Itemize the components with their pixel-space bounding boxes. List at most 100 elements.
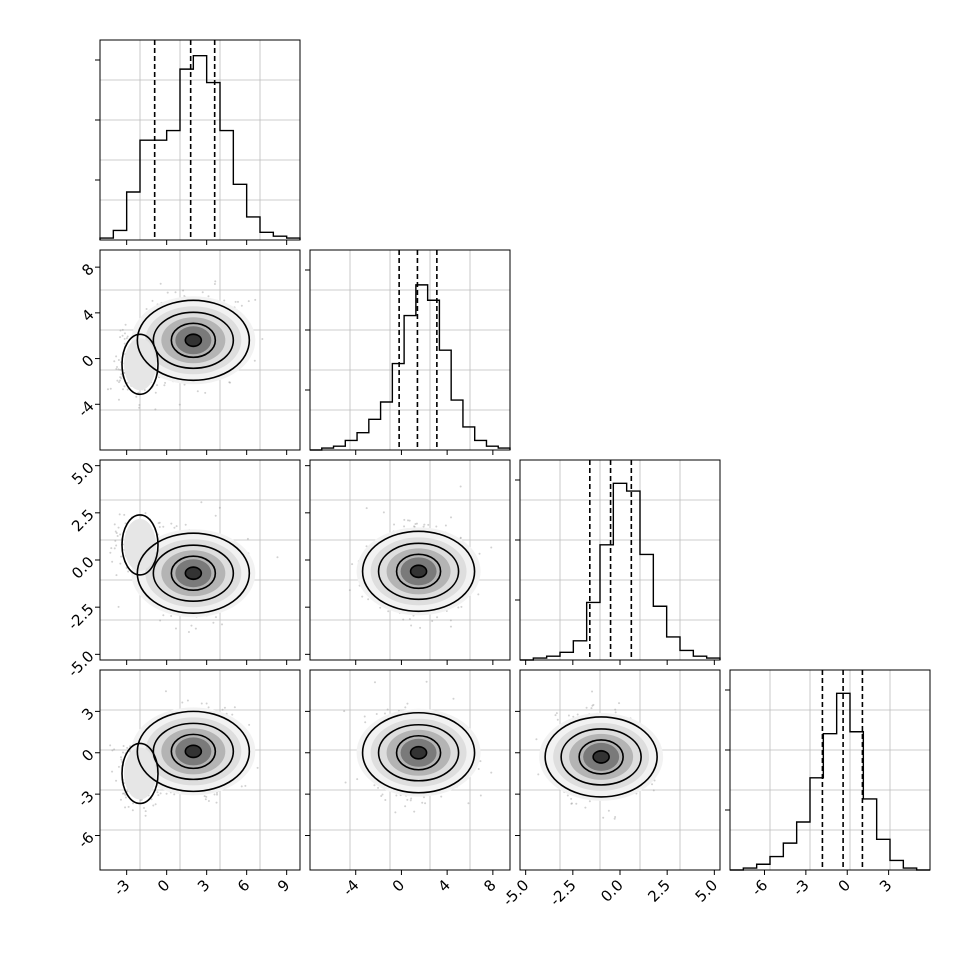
scatter-point — [614, 815, 617, 818]
scatter-point — [123, 337, 126, 340]
scatter-point — [143, 806, 146, 809]
scatter-point — [175, 525, 178, 528]
contour-line — [592, 750, 610, 764]
scatter-point — [240, 785, 243, 788]
scatter-point — [373, 681, 376, 684]
scatter-point — [159, 792, 162, 795]
scatter-point — [115, 367, 118, 370]
scatter-point — [111, 770, 114, 773]
scatter-point — [213, 793, 216, 796]
scatter-point — [585, 706, 588, 709]
scatter-point — [588, 800, 591, 803]
scatter-point — [591, 690, 594, 693]
scatter-point — [126, 388, 129, 391]
density-level — [410, 564, 427, 579]
scatter-point — [119, 533, 122, 536]
scatter-point — [576, 713, 579, 716]
scatter-point — [115, 355, 118, 358]
scatter-point — [196, 390, 199, 393]
y-tick-label: 0 — [78, 746, 97, 765]
scatter-point — [214, 280, 217, 283]
scatter-point — [109, 387, 112, 390]
scatter-point — [364, 721, 367, 724]
scatter-point — [154, 391, 157, 394]
scatter-point — [106, 388, 109, 391]
scatter-point — [387, 610, 390, 613]
scatter-point — [567, 714, 570, 717]
scatter-point — [344, 781, 347, 784]
scatter-point — [123, 332, 126, 335]
scatter-point — [144, 814, 147, 817]
scatter-point — [139, 799, 142, 802]
scatter-point — [118, 381, 121, 384]
scatter-point — [228, 381, 231, 384]
param-3-vs-param-4: -5.0 -2.5 0.0 2.5 5.0 — [499, 669, 722, 910]
scatter-point — [403, 518, 406, 521]
density-level — [124, 338, 156, 391]
scatter-point — [115, 574, 118, 577]
x-tick-label: 0 — [154, 876, 173, 895]
x-tick-label: -6 — [748, 876, 771, 899]
histogram-step — [310, 284, 511, 451]
scatter-point — [457, 606, 460, 609]
scatter-point — [614, 711, 617, 714]
contour-line — [170, 322, 217, 359]
scatter-point — [570, 802, 573, 805]
scatter-point — [449, 619, 452, 622]
x-tick-label: -4 — [339, 876, 362, 899]
scatter-point — [122, 751, 125, 754]
param-1-vs-param-2: -4 0 4 8 — [74, 249, 301, 455]
scatter-point — [379, 606, 382, 609]
x-tick-label: 5.0 — [692, 876, 722, 906]
scatter-point — [173, 526, 176, 529]
scatter-point — [173, 793, 176, 796]
scatter-point — [572, 715, 575, 718]
scatter-point — [126, 335, 129, 338]
contour-line — [184, 333, 203, 348]
scatter-point — [229, 381, 232, 384]
scatter-point — [477, 593, 480, 596]
x-tick-label: 0 — [835, 876, 854, 895]
param-4-hist: -6 -3 0 3 — [725, 669, 931, 899]
scatter-point — [651, 783, 654, 786]
scatter-point — [393, 523, 396, 526]
axes-frame — [309, 669, 511, 871]
param-2-hist — [305, 249, 511, 455]
scatter-point — [236, 300, 239, 303]
scatter-point — [119, 336, 122, 339]
scatter-point — [170, 522, 173, 525]
scatter-point — [203, 795, 206, 798]
scatter-point — [120, 758, 123, 761]
contour-line — [121, 514, 159, 576]
scatter-point — [117, 605, 120, 608]
scatter-point — [215, 791, 218, 794]
scatter-point — [151, 299, 154, 302]
scatter-point — [114, 539, 117, 542]
scatter-point — [584, 806, 587, 809]
scatter-point — [200, 702, 203, 705]
scatter-point — [205, 702, 208, 705]
scatter-point — [119, 368, 122, 371]
scatter-point — [351, 563, 354, 566]
scatter-point — [221, 708, 224, 711]
density-level — [124, 747, 156, 800]
scatter-point — [205, 795, 208, 798]
y-tick-label: -4 — [74, 397, 97, 420]
contour-line — [136, 299, 251, 382]
contour-line — [361, 711, 476, 794]
scatter-point — [132, 802, 135, 805]
scatter-point — [145, 308, 148, 311]
scatter-point — [121, 388, 124, 391]
scatter-point — [109, 551, 112, 554]
contour-line — [152, 544, 235, 603]
scatter-point — [117, 765, 120, 768]
scatter-point — [123, 513, 126, 516]
scatter-point — [218, 506, 221, 509]
x-tick-label: 3 — [194, 876, 213, 895]
param-3-hist — [515, 459, 721, 665]
scatter-point — [363, 715, 366, 718]
scatter-point — [111, 560, 114, 563]
y-tick-label: -3 — [74, 787, 97, 810]
y-tick-label: -5.0 — [64, 647, 97, 680]
